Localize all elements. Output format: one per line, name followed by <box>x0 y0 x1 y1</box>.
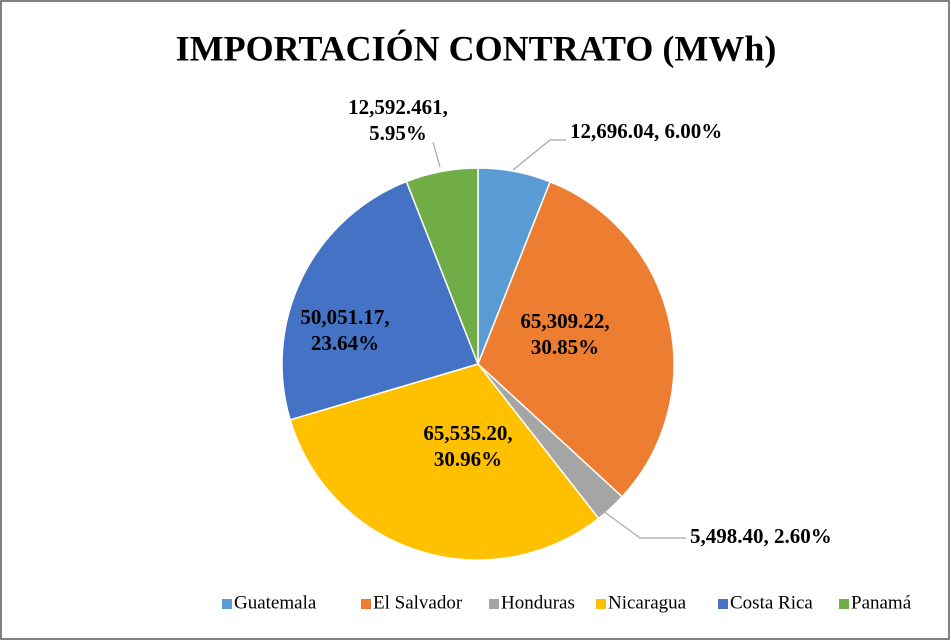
legend-label: Panamá <box>851 592 912 613</box>
data-label: 30.85% <box>531 335 599 359</box>
legend-swatch <box>596 599 606 609</box>
legend-swatch <box>718 599 728 609</box>
legend-label: El Salvador <box>373 592 463 613</box>
chart-title: IMPORTACIÓN CONTRATO (MWh) <box>176 28 777 68</box>
data-label: 5,498.40, 2.60% <box>690 524 832 548</box>
legend-label: Honduras <box>501 592 575 613</box>
legend-swatch <box>489 599 499 609</box>
data-label: 50,051.17, <box>300 305 389 329</box>
data-label: 12,592.461, <box>348 95 448 119</box>
leader-line <box>432 141 441 168</box>
data-label: 65,309.22, <box>520 309 609 333</box>
data-label: 23.64% <box>311 331 379 355</box>
pie-slice <box>477 180 675 498</box>
data-label: 12,696.04, 6.00% <box>570 119 722 143</box>
data-label: 30.96% <box>434 447 502 471</box>
pie-slice <box>405 167 479 365</box>
legend-label: Nicaragua <box>608 592 687 613</box>
data-label: 65,535.20, <box>423 421 512 445</box>
leader-line <box>594 504 686 539</box>
legend-label: Guatemala <box>234 592 317 613</box>
legend-label: Costa Rica <box>730 592 813 613</box>
legend-swatch <box>839 599 849 609</box>
leader-line <box>512 139 566 171</box>
legend-swatch <box>361 599 371 609</box>
pie-slice <box>289 363 600 561</box>
legend-swatch <box>222 599 232 609</box>
data-label: 5.95% <box>369 121 427 145</box>
